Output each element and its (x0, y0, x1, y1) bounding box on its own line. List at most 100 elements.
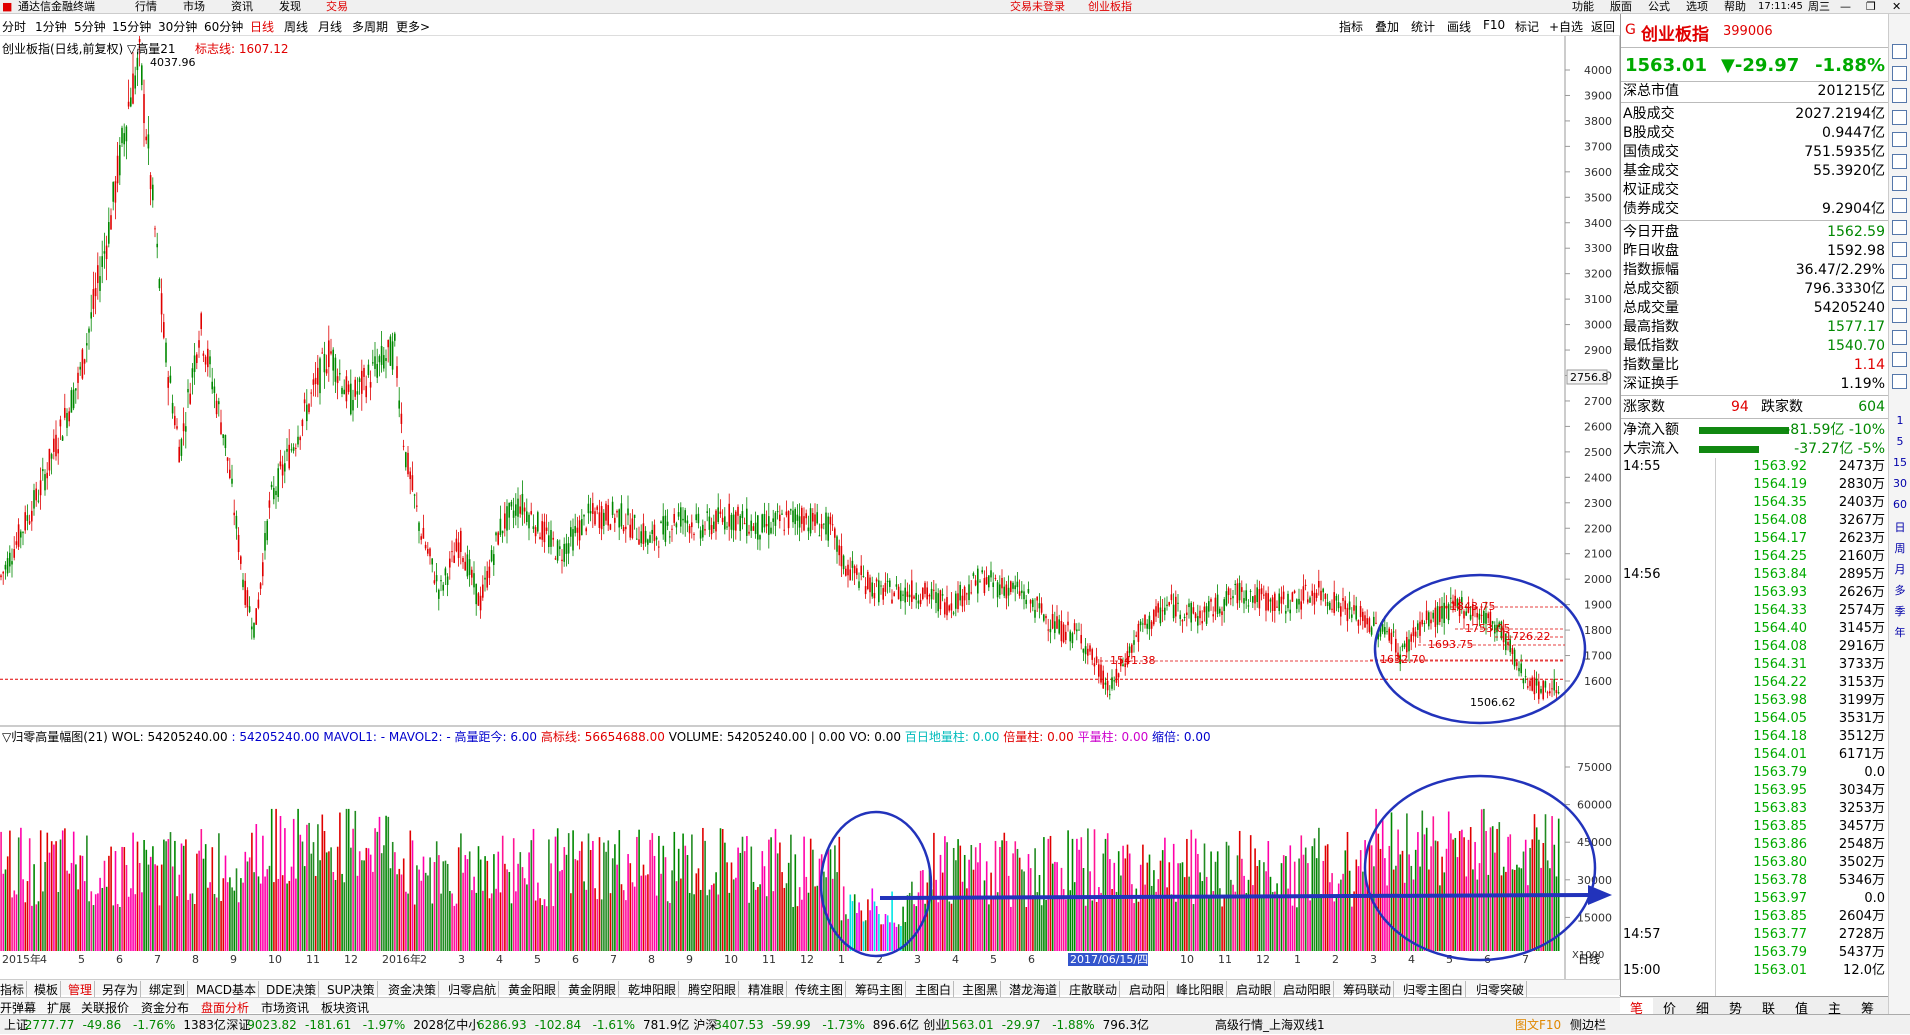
side-tool-icon[interactable] (1892, 264, 1907, 279)
kline-svg[interactable]: 4000390038003700360035003400330032003100… (0, 36, 1620, 979)
side-period-label[interactable]: 1 (1896, 414, 1904, 427)
indicator-tab[interactable]: 主图白 (915, 981, 955, 998)
indicator-tab[interactable]: DDE决策 (266, 981, 320, 998)
side-period-label[interactable]: 5 (1896, 435, 1904, 448)
indicator-tab[interactable]: 资金决策 (388, 981, 440, 998)
tick-list[interactable]: 14:55 1563.92 2473万 1564.19 2830万 1564.35 2403… (1621, 458, 1889, 1010)
side-tool-icon[interactable] (1892, 66, 1907, 81)
period-tick[interactable]: 分时 (2, 20, 27, 34)
quote-tab[interactable]: 价 (1662, 1002, 1676, 1017)
side-tool-icon[interactable] (1892, 88, 1907, 103)
quote-tab[interactable]: 主 (1827, 1002, 1841, 1017)
restore-icon[interactable]: ❐ (1866, 0, 1876, 13)
sub-tab[interactable]: 市场资讯 (261, 1001, 310, 1015)
sub-tab[interactable]: 关联报价 (81, 1001, 130, 1015)
period-15min[interactable]: 15分钟 (112, 20, 152, 34)
indicator-tab[interactable]: 归零启航 (448, 981, 500, 998)
menu-formula[interactable]: 公式 (1648, 0, 1670, 13)
period-week[interactable]: 周线 (284, 20, 309, 34)
side-period-label[interactable]: 15 (1893, 456, 1907, 469)
quote-tab[interactable]: 值 (1794, 1002, 1808, 1017)
side-tool-icon[interactable] (1892, 176, 1907, 191)
trade-login-link[interactable]: 交易未登录 (1010, 0, 1065, 13)
indicator-tab[interactable]: 传统主图 (795, 981, 847, 998)
period-1min[interactable]: 1分钟 (35, 20, 67, 34)
side-tool-icon[interactable] (1892, 132, 1907, 147)
side-tool-icon[interactable] (1892, 44, 1907, 59)
indicator-tab[interactable]: 模板 (34, 981, 62, 998)
chart-area[interactable]: 4000 3900 3800 3700 3600 3500 3400 3300 3200 3100… (0, 36, 1620, 996)
indicator-tab[interactable]: 庄散联动 (1069, 981, 1121, 998)
tool-add-watch[interactable]: +自选 (1549, 20, 1584, 34)
indicator-tab[interactable]: 潜龙海道 (1009, 981, 1061, 998)
side-tool-icon[interactable] (1892, 198, 1907, 213)
menu-help[interactable]: 帮助 (1724, 0, 1746, 13)
quote-tab[interactable]: 筹 (1860, 1002, 1874, 1017)
menu-layout[interactable]: 版面 (1610, 0, 1632, 13)
side-period-label[interactable]: 月 (1894, 563, 1906, 576)
side-tool-icon[interactable] (1892, 110, 1907, 125)
tool-back[interactable]: 返回 (1591, 20, 1616, 34)
quote-tab[interactable]: 联 (1761, 1002, 1775, 1017)
period-30min[interactable]: 30分钟 (158, 20, 198, 34)
period-more[interactable]: 更多> (396, 20, 431, 34)
sub-tab[interactable]: 开弹幕 (0, 1001, 37, 1015)
indicator-tab[interactable]: 峰比阳眼 (1176, 981, 1228, 998)
period-day[interactable]: 日线 (250, 20, 275, 34)
side-tool-icon[interactable] (1892, 308, 1907, 323)
indicator-tab[interactable]: 启动阳眼 (1283, 981, 1335, 998)
sub-tab[interactable]: 资金分布 (141, 1001, 190, 1015)
menu-discover[interactable]: 发现 (279, 0, 301, 13)
indicator-tab[interactable]: 主图黑 (962, 981, 1002, 998)
side-tool-icon[interactable] (1892, 330, 1907, 345)
side-period-label[interactable]: 日 (1894, 521, 1906, 534)
tool-stats[interactable]: 统计 (1411, 20, 1436, 34)
quote-tab[interactable]: 势 (1728, 1002, 1742, 1017)
indicator-tab[interactable]: 管理 (68, 981, 96, 998)
side-period-label[interactable]: 60 (1893, 498, 1907, 511)
quote-tab[interactable]: 细 (1695, 1002, 1709, 1017)
indicator-tab[interactable]: 绑定到 (149, 981, 189, 998)
indicator-tab[interactable]: MACD基本 (196, 981, 259, 998)
side-tool-icon[interactable] (1892, 352, 1907, 367)
sub-tab[interactable]: 盘面分析 (201, 1001, 250, 1015)
tool-overlay[interactable]: 叠加 (1375, 20, 1400, 34)
side-tool-icon[interactable] (1892, 154, 1907, 169)
indicator-tab[interactable]: 启动阳 (1129, 981, 1169, 998)
indicator-tab[interactable]: 筹码联动 (1343, 981, 1395, 998)
indicator-tab[interactable]: 指标 (0, 981, 28, 998)
indicator-tab[interactable]: 归零突破 (1476, 981, 1528, 998)
indicator-tab[interactable]: 筹码主图 (855, 981, 907, 998)
indicator-tab[interactable]: 启动眼 (1236, 981, 1276, 998)
menu-market[interactable]: 行情 (135, 0, 157, 13)
side-tool-icon[interactable] (1892, 286, 1907, 301)
side-tool-icon[interactable] (1892, 374, 1907, 389)
side-period-label[interactable]: 季 (1894, 605, 1906, 618)
menu-market2[interactable]: 市场 (183, 0, 205, 13)
indicator-tab[interactable]: SUP决策 (327, 981, 378, 998)
sub-tab[interactable]: 板块资讯 (321, 1001, 370, 1015)
side-tool-icon[interactable] (1892, 242, 1907, 257)
sidebar-toggle-button[interactable]: 侧边栏 (1570, 1018, 1607, 1032)
period-60min[interactable]: 60分钟 (204, 20, 244, 34)
side-period-label[interactable]: 多 (1894, 584, 1906, 597)
side-tool-icon[interactable] (1892, 220, 1907, 235)
menu-trade[interactable]: 交易 (326, 0, 348, 13)
index-name-link[interactable]: 创业板指 (1088, 0, 1132, 13)
indicator-tab[interactable]: 另存为 (102, 981, 142, 998)
side-period-label[interactable]: 年 (1894, 626, 1906, 639)
indicator-tab[interactable]: 腾空阳眼 (688, 981, 740, 998)
quote-tab[interactable]: 笔 (1620, 998, 1653, 1017)
f10-button[interactable]: 图文F10 (1515, 1018, 1562, 1032)
indicator-tab[interactable]: 黄金阴眼 (568, 981, 620, 998)
period-5min[interactable]: 5分钟 (74, 20, 106, 34)
sub-tab[interactable]: 扩展 (47, 1001, 72, 1015)
tool-draw[interactable]: 画线 (1447, 20, 1472, 34)
side-period-label[interactable]: 30 (1893, 477, 1907, 490)
indicator-tab[interactable]: 黄金阳眼 (508, 981, 560, 998)
minimize-icon[interactable]: — (1840, 0, 1851, 13)
menu-function[interactable]: 功能 (1572, 0, 1594, 13)
menu-options[interactable]: 选项 (1686, 0, 1708, 13)
side-period-label[interactable]: 周 (1894, 542, 1906, 555)
indicator-tab[interactable]: 归零主图白 (1403, 981, 1467, 998)
